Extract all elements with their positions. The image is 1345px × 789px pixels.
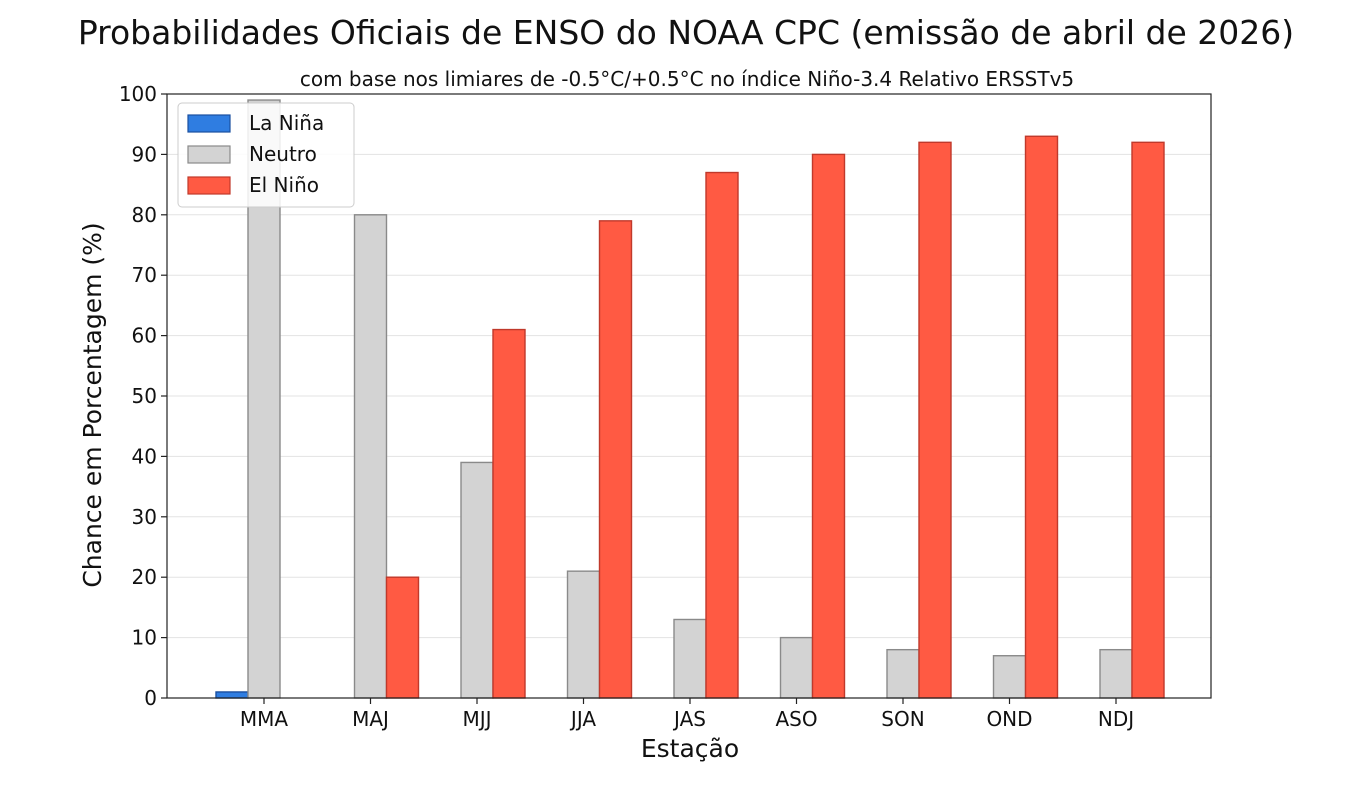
y-tick-label: 50 <box>132 384 157 408</box>
legend-entry-label: El Niño <box>249 173 319 197</box>
y-tick-label: 100 <box>119 82 157 106</box>
bar-neutro-ond <box>992 655 1027 699</box>
y-tick-label: 10 <box>132 626 157 650</box>
bar-el-ni-o-maj <box>385 576 420 699</box>
bar-el-ni-o-son <box>918 141 952 699</box>
bar-el-ni-o-aso <box>811 153 846 699</box>
y-tick-label: 0 <box>144 686 157 710</box>
bar-neutro-jas <box>673 618 707 699</box>
x-tick-label: JAS <box>672 707 706 731</box>
x-tick-label: MAJ <box>352 707 389 731</box>
legend: La Niña Neutro El Niño <box>177 102 355 208</box>
y-axis-label: Chance em Porcentagem (%) <box>78 222 107 587</box>
bars <box>215 99 1165 699</box>
x-tick-label: OND <box>986 707 1032 731</box>
bar-neutro-maj <box>353 214 388 699</box>
bar-el-ni-o-ond <box>1024 135 1059 699</box>
x-tick-label: MMA <box>240 707 289 731</box>
grid-lines <box>167 153 1211 639</box>
bar-neutro-aso <box>779 636 814 699</box>
y-tick-label: 30 <box>132 505 157 529</box>
x-tick-label: ASO <box>775 707 817 731</box>
legend-swatch <box>187 145 231 164</box>
chart-title: Probabilidades Oficiais de ENSO do NOAA … <box>78 13 1294 52</box>
bar-el-ni-o-jas <box>705 171 739 699</box>
bar-el-ni-o-jja <box>598 220 633 699</box>
y-tick-label: 60 <box>132 324 157 348</box>
x-tick-label: SON <box>881 707 924 731</box>
legend-entry-label: Neutro <box>249 142 317 166</box>
bar-el-ni-o-mjj <box>492 328 526 699</box>
chart-subtitle: com base nos limiares de -0.5°C/+0.5°C n… <box>300 67 1074 91</box>
x-axis-ticks: MMA MAJ MJJ JJA JAS ASO SON OND NDJ <box>240 698 1134 731</box>
bar-neutro-son <box>886 648 920 699</box>
legend-swatch <box>187 114 231 133</box>
legend-swatch <box>187 176 231 195</box>
x-tick-label: JJA <box>569 707 596 731</box>
y-tick-label: 90 <box>132 142 157 166</box>
x-axis-label: Estação <box>641 734 739 763</box>
y-tick-label: 20 <box>132 565 157 589</box>
y-tick-label: 80 <box>132 203 157 227</box>
y-tick-label: 70 <box>132 263 157 287</box>
bar-neutro-mjj <box>460 461 494 699</box>
legend-entry-label: La Niña <box>249 111 324 135</box>
x-tick-label: NDJ <box>1098 707 1134 731</box>
bar-neutro-ndj <box>1099 648 1133 699</box>
bar-la-ni-a-mma <box>215 691 249 699</box>
bar-el-ni-o-ndj <box>1131 141 1165 699</box>
x-tick-label: MJJ <box>462 707 491 731</box>
bar-neutro-jja <box>566 570 601 699</box>
y-axis-ticks: 0 10 20 30 40 50 60 70 80 90 100 <box>119 82 167 710</box>
y-tick-label: 40 <box>132 444 157 468</box>
